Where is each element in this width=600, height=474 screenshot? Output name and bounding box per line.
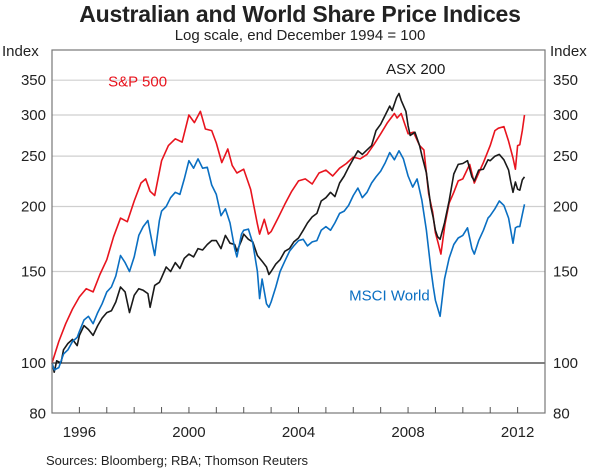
- y-tick-label-left-250: 250: [21, 148, 46, 165]
- series-labels: S&P 500 ASX 200 MSCI World: [108, 61, 445, 304]
- series-label-msci-world: MSCI World: [349, 287, 430, 304]
- y-tick-label-left-150: 150: [21, 263, 46, 280]
- series-line-msci-world: [51, 150, 526, 371]
- y-tick-label-right-150: 150: [553, 263, 578, 280]
- y-tick-label-left-300: 300: [21, 107, 46, 124]
- y-tick-label-left-200: 200: [21, 199, 46, 216]
- y-tick-label-left-80: 80: [29, 405, 46, 422]
- series-label-asx-200: ASX 200: [386, 61, 445, 78]
- series-group: [51, 92, 526, 373]
- x-tick-label-2000: 2000: [172, 424, 205, 441]
- x-tick-label-2012: 2012: [501, 424, 534, 441]
- x-ticks: [78, 407, 519, 413]
- x-tick-label-2008: 2008: [391, 424, 424, 441]
- y-tick-label-right-80: 80: [553, 405, 570, 422]
- plot-frame: [51, 49, 546, 414]
- y-tick-labels: 80 80 100 100 150 150 200 200 250 250 300 300 350 350: [21, 72, 578, 422]
- series-line-asx-200: [51, 92, 526, 373]
- chart-title: Australian and World Share Price Indices: [79, 1, 521, 27]
- series-label-s-p-500: S&P 500: [108, 74, 167, 91]
- y-axis-label-right: Index: [550, 43, 587, 60]
- x-tick-labels: 1996 2000 2004 2008 2012: [63, 424, 535, 441]
- y-tick-label-right-300: 300: [553, 107, 578, 124]
- chart-subtitle: Log scale, end December 1994 = 100: [174, 27, 426, 44]
- y-tick-label-left-350: 350: [21, 72, 46, 89]
- gridlines: [52, 79, 545, 273]
- y-tick-label-right-250: 250: [553, 148, 578, 165]
- x-tick-label-1996: 1996: [63, 424, 96, 441]
- y-tick-label-right-350: 350: [553, 72, 578, 89]
- x-tick-label-2004: 2004: [282, 424, 315, 441]
- y-tick-label-right-200: 200: [553, 199, 578, 216]
- y-tick-label-left-100: 100: [21, 355, 46, 372]
- source-note: Sources: Bloomberg; RBA; Thomson Reuters: [46, 453, 309, 468]
- y-axis-label-left: Index: [2, 43, 39, 60]
- y-tick-label-right-100: 100: [553, 355, 578, 372]
- series-line-s-p-500: [51, 110, 526, 364]
